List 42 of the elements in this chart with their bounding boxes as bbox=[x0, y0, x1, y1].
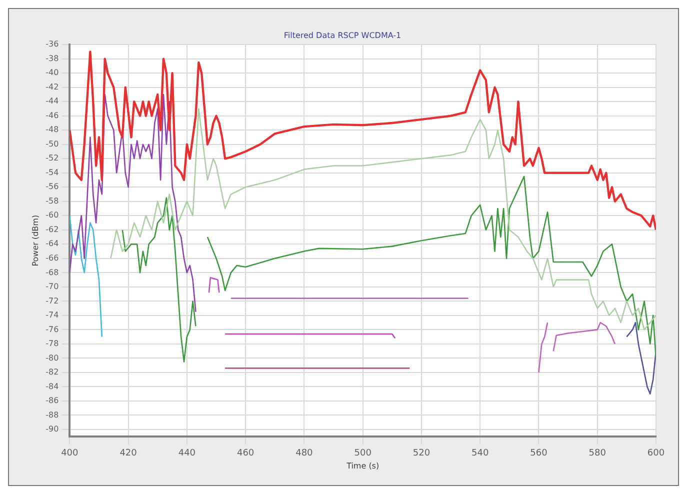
y-tick-label: -86 bbox=[46, 396, 59, 406]
y-tick-label: -40 bbox=[46, 68, 59, 78]
x-tick-label: 400 bbox=[61, 448, 79, 458]
y-tick-label: -76 bbox=[46, 324, 59, 334]
x-tick-label: 580 bbox=[588, 448, 606, 458]
y-tick-label: -54 bbox=[46, 168, 59, 177]
y-tick-label: -58 bbox=[46, 196, 59, 206]
chart-title: Filtered Data RSCP WCDMA-1 bbox=[284, 30, 402, 40]
y-tick-label: -52 bbox=[46, 154, 59, 163]
y-tick-label: -68 bbox=[46, 268, 59, 277]
x-tick-label: 600 bbox=[647, 448, 665, 458]
x-tick-label: 440 bbox=[178, 448, 196, 458]
y-tick-label: -48 bbox=[46, 125, 59, 134]
x-tick-label: 460 bbox=[236, 448, 254, 458]
y-tick-label: -36 bbox=[46, 40, 59, 49]
x-tick-label: 560 bbox=[530, 448, 548, 458]
y-tick-label: -64 bbox=[46, 239, 59, 248]
y-tick-label: -46 bbox=[46, 110, 59, 120]
x-tick-label: 420 bbox=[120, 448, 138, 458]
y-tick-label: -60 bbox=[46, 210, 59, 220]
y-tick-label: -88 bbox=[46, 410, 59, 420]
y-tick-label: -72 bbox=[46, 296, 59, 306]
y-tick-label: -82 bbox=[46, 368, 59, 377]
y-tick-label: -80 bbox=[46, 353, 59, 362]
y-tick-label: -62 bbox=[46, 224, 59, 234]
y-tick-label: -70 bbox=[46, 282, 59, 292]
x-tick-label: 520 bbox=[412, 448, 430, 458]
y-tick-label: -74 bbox=[46, 310, 59, 320]
x-axis-title: Time (s) bbox=[346, 461, 380, 470]
y-tick-label: -44 bbox=[46, 96, 59, 106]
y-tick-label: -42 bbox=[46, 82, 59, 92]
y-tick-label: -56 bbox=[46, 182, 59, 192]
y-tick-label: -84 bbox=[46, 382, 59, 391]
y-tick-label: -66 bbox=[46, 253, 59, 262]
y-tick-label: -90 bbox=[46, 424, 59, 434]
y-axis-title: Power (dBm) bbox=[30, 214, 40, 266]
x-tick-label: 500 bbox=[354, 448, 372, 458]
y-tick-label: -50 bbox=[46, 139, 59, 148]
y-tick-label: -78 bbox=[46, 339, 59, 348]
x-tick-label: 540 bbox=[472, 448, 489, 458]
x-tick-label: 480 bbox=[296, 448, 314, 458]
y-tick-label: -38 bbox=[46, 54, 59, 63]
